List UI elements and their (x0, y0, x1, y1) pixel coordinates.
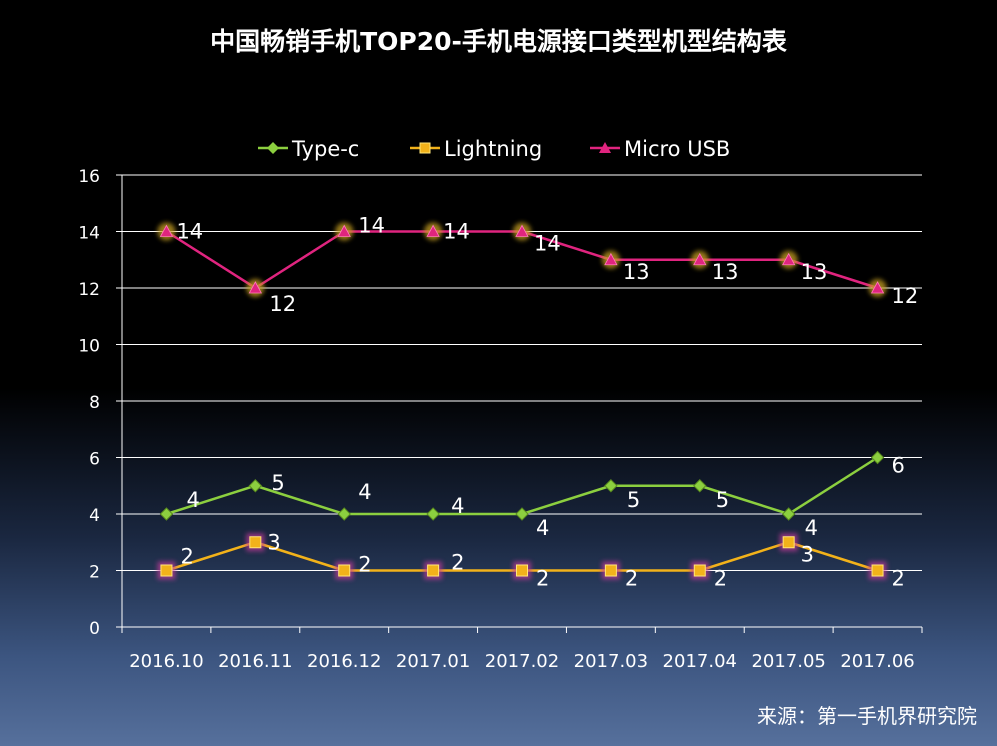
data-markers (157, 222, 887, 580)
data-label-micro-usb-2016.11: 12 (269, 292, 296, 316)
x-tick-label-2017.04: 2017.04 (663, 651, 737, 672)
point-type-c-2016.11 (248, 479, 263, 493)
data-label-type-c-2016.10: 4 (186, 488, 199, 512)
point-lightning-2017.04 (690, 561, 709, 580)
data-label-lightning-2017.01: 2 (451, 551, 464, 575)
x-tick-label-2017.01: 2017.01 (396, 651, 470, 672)
x-tick-label-2017.03: 2017.03 (574, 651, 648, 672)
point-lightning-2016.11 (246, 533, 265, 552)
data-label-micro-usb-2016.10: 14 (176, 220, 203, 244)
y-tick-label-10: 10 (78, 337, 100, 357)
point-micro-usb-2016.11 (246, 279, 265, 297)
data-label-lightning-2017.04: 2 (714, 567, 727, 591)
data-label-micro-usb-2017.01: 14 (443, 220, 470, 244)
axes: 0 2 4 6 8 10 12 14 16 2016.10 2016.11 2016.12 2017.0… (78, 167, 923, 672)
data-label-lightning-2016.11: 3 (267, 530, 280, 554)
legend: Type-c Lightning Micro USB (258, 137, 730, 161)
point-type-c-2017.03 (604, 479, 618, 493)
y-tick-label-12: 12 (78, 280, 100, 300)
y-tick-label-8: 8 (89, 393, 100, 413)
data-label-type-c-2017.05: 4 (805, 516, 818, 540)
point-micro-usb-2017.05 (779, 250, 798, 269)
x-tick-label-2017.05: 2017.05 (751, 651, 825, 672)
y-tick-label-0: 0 (89, 619, 100, 639)
data-label-lightning-2016.12: 2 (358, 553, 371, 577)
data-label-micro-usb-2017.02: 14 (534, 232, 561, 256)
y-tick-label-4: 4 (89, 506, 100, 526)
legend-item-lightning: Lightning (410, 137, 542, 161)
chart-title: 中国畅销手机TOP20-手机电源接口类型机型结构表 (210, 27, 787, 56)
y-tick-label-6: 6 (89, 450, 100, 470)
legend-label: Micro USB (624, 137, 730, 161)
data-label-type-c-2017.02: 4 (536, 516, 549, 540)
point-type-c-2016.10 (159, 507, 174, 521)
y-tick-label-14: 14 (78, 224, 100, 244)
data-label-lightning-2016.10: 2 (180, 545, 193, 569)
data-label-type-c-2017.06: 6 (892, 454, 905, 478)
data-label-lightning-2017.03: 2 (625, 567, 638, 591)
legend-item-micro-usb: Micro USB (590, 137, 730, 161)
legend-label: Lightning (444, 137, 542, 161)
point-lightning-2017.03 (601, 561, 620, 580)
point-micro-usb-2017.03 (601, 250, 620, 269)
data-label-micro-usb-2017.03: 13 (623, 260, 650, 284)
x-tick-label-2016.11: 2016.11 (218, 651, 292, 672)
point-micro-usb-2017.04 (690, 250, 709, 269)
point-micro-usb-2017.02 (513, 222, 531, 241)
point-lightning-2016.10 (157, 561, 176, 580)
point-type-c-2017.05 (781, 507, 796, 521)
data-label-type-c-2016.11: 5 (271, 471, 284, 495)
point-type-c-2016.12 (337, 507, 351, 521)
data-label-micro-usb-2017.04: 13 (712, 260, 739, 284)
point-type-c-2017.06 (870, 450, 885, 465)
data-label-type-c-2016.12: 4 (358, 480, 371, 504)
point-micro-usb-2017.01 (424, 222, 443, 241)
data-label-lightning-2017.06: 2 (892, 567, 905, 591)
data-label-micro-usb-2017.05: 13 (801, 260, 828, 284)
data-label-lightning-2017.02: 2 (536, 567, 549, 591)
point-type-c-2017.04 (693, 479, 707, 493)
point-micro-usb-2016.12 (335, 222, 354, 241)
point-lightning-2016.12 (335, 561, 354, 580)
data-label-type-c-2017.04: 5 (716, 488, 729, 512)
x-tick-label-2017.06: 2017.06 (840, 651, 914, 672)
data-label-lightning-2017.05: 3 (801, 542, 814, 566)
point-type-c-2017.01 (426, 507, 440, 521)
source-note: 来源：第一手机界研究院 (757, 704, 977, 728)
x-tick-label-2016.10: 2016.10 (129, 651, 203, 672)
point-lightning-2017.06 (868, 561, 887, 580)
data-label-type-c-2017.01: 4 (451, 494, 464, 518)
y-tick-label-16: 16 (78, 167, 100, 187)
point-lightning-2017.05 (779, 533, 798, 552)
point-lightning-2017.02 (513, 561, 531, 580)
y-tick-label-2: 2 (89, 563, 100, 583)
legend-label: Type-c (291, 137, 359, 161)
x-tick-label-2017.02: 2017.02 (485, 651, 559, 672)
point-lightning-2017.01 (424, 561, 443, 580)
data-label-type-c-2017.03: 5 (627, 488, 640, 512)
point-type-c-2017.02 (515, 507, 529, 521)
point-micro-usb-2017.06 (868, 279, 887, 297)
data-label-micro-usb-2017.06: 12 (892, 284, 919, 308)
x-tick-label-2016.12: 2016.12 (307, 651, 381, 672)
point-micro-usb-2016.10 (157, 222, 176, 241)
data-labels: 4 5 4 4 4 5 5 4 6 2 3 2 2 2 2 2 3 2 14 12 14 14 14 13 13 13 12 (176, 214, 918, 591)
data-label-micro-usb-2016.12: 14 (358, 214, 385, 238)
legend-item-type-c: Type-c (258, 137, 359, 161)
